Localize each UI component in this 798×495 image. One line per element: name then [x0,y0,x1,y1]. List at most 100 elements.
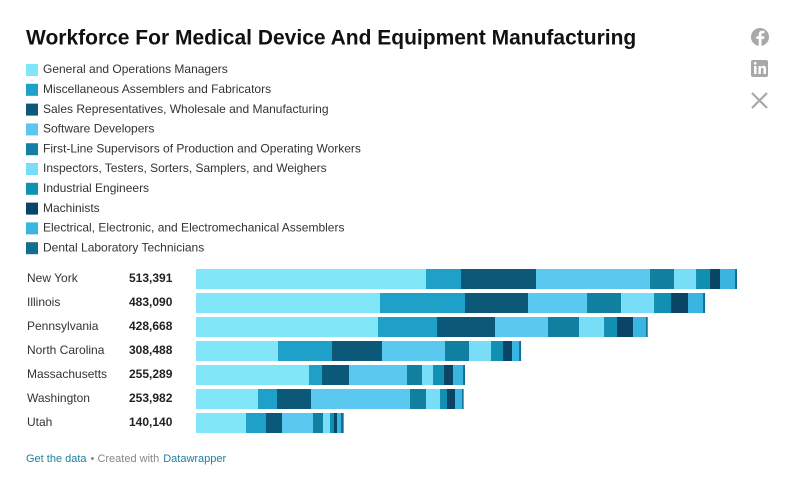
category-label: Illinois [27,295,60,309]
total-label: 428,668 [129,319,173,333]
bar-segment [329,413,335,433]
bar-segment [444,365,454,385]
bar-segment [650,269,675,289]
facebook-glyph[interactable] [756,30,765,46]
bar-segment [587,293,622,313]
bar-segment [196,293,381,313]
bar-segment [703,293,706,313]
bar-segment [462,389,464,409]
bar-segment [258,389,278,409]
bar-segment [696,269,711,289]
bar-segment [341,413,344,433]
bar-segment [710,269,721,289]
total-label: 140,140 [129,415,173,429]
bar-segment [528,293,588,313]
legend-label: First-Line Supervisors of Production and… [43,141,361,155]
category-label: North Carolina [27,343,105,357]
bar-segment [349,365,408,385]
bar-segment [461,269,537,289]
bar-segment [281,413,314,433]
bar-segment [407,365,423,385]
bar-segment [604,317,618,337]
bar-segment [380,293,466,313]
bar-segment [322,365,350,385]
bar-segment [426,269,462,289]
bar-segment [196,269,427,289]
bar-segment [579,317,605,337]
bar-segment [196,365,310,385]
share-linkedin[interactable] [751,60,768,77]
bar-segment [503,341,513,361]
bar-segment [196,389,259,409]
legend-swatch [26,163,38,175]
linkedin-glyph[interactable] [758,65,766,74]
category-label: New York [27,271,79,285]
share-x[interactable] [751,92,768,109]
bar-segment [519,341,522,361]
bar-segment [463,365,466,385]
bar-segment [277,389,312,409]
legend-label: Sales Representatives, Wholesale and Man… [43,102,329,116]
linkedin-glyph[interactable] [754,66,757,74]
legend-swatch [26,103,38,116]
bar-segment [196,317,379,337]
legend-swatch [26,202,38,215]
linkedin-glyph[interactable] [753,61,757,65]
category-label: Utah [27,415,52,429]
bar-segment [646,317,648,337]
bar-segment [455,389,463,409]
category-label: Washington [27,391,90,405]
bar-segment [266,413,282,433]
bar-segment [495,317,549,337]
bar-segment [633,317,647,337]
category-label: Massachusetts [27,367,107,381]
bar-segment [323,413,330,433]
bar-segment [720,269,736,289]
bar-segment [671,293,689,313]
legend-label: Software Developers [43,122,154,136]
footer-credit-link[interactable]: Datawrapper [163,453,226,465]
x-icon[interactable] [751,92,768,109]
category-label: Pennsylvania [27,319,99,333]
legend-swatch [26,64,38,76]
bar-segment [311,389,411,409]
bar-segment [674,269,697,289]
bar-segment [447,389,456,409]
legend-swatch [26,123,38,136]
bar-segment [278,341,333,361]
bar-segment [196,341,279,361]
bar-segment [433,365,445,385]
bar-segment [536,269,651,289]
footer-link[interactable]: Get the data [26,453,87,465]
bar-segment [422,365,434,385]
bar-segment [426,389,441,409]
bar-segment [246,413,267,433]
legend-label: Inspectors, Testers, Sorters, Samplers, … [43,161,327,175]
bar-segment [332,341,383,361]
bar-segment [453,365,464,385]
total-label: 513,391 [129,271,173,285]
legend-label: Industrial Engineers [43,181,149,195]
legend-swatch [26,222,38,235]
footer-credit: • Created with [91,453,160,465]
bar-segment [617,317,634,337]
total-label: 255,289 [129,367,173,381]
legend-label: General and Operations Managers [43,62,228,76]
bar-segment [512,341,520,361]
bar-segment [378,317,438,337]
bar-segment [334,413,338,433]
legend-label: Electrical, Electronic, and Electromecha… [43,221,344,235]
legend-swatch [26,182,38,195]
bar-segment [337,413,342,433]
chart-title: Workforce For Medical Device And Equipme… [26,27,636,50]
total-label: 308,488 [129,343,173,357]
bar-segment [735,269,737,289]
bar-segment [548,317,580,337]
bar-segment [688,293,704,313]
bar-segment [491,341,504,361]
share-facebook[interactable] [751,28,769,46]
total-label: 483,090 [129,295,173,309]
bar-segment [309,365,323,385]
bar-segment [440,389,448,409]
bar-segment [469,341,492,361]
